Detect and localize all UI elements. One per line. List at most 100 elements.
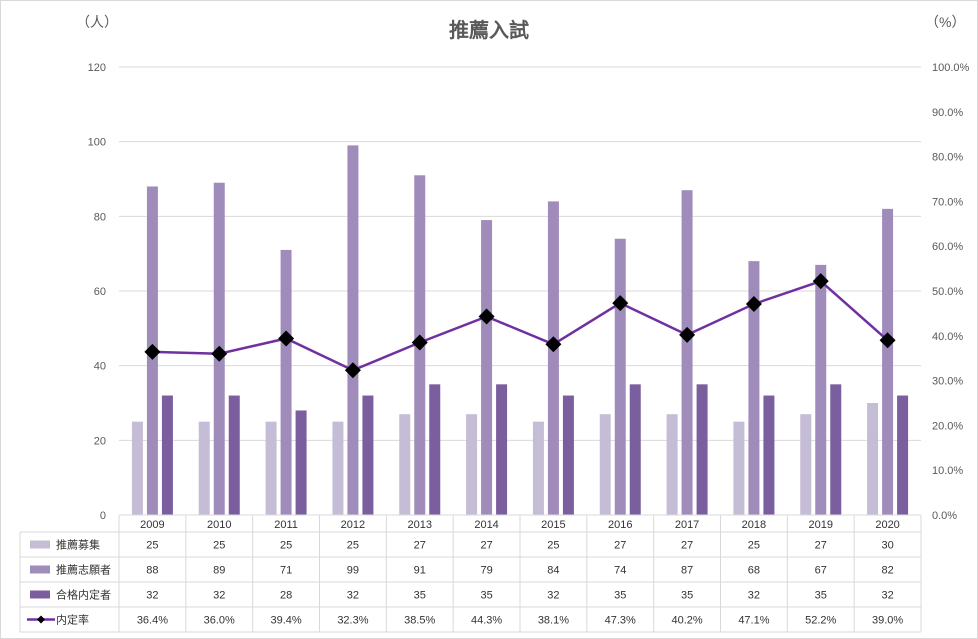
right-tick-label: 40.0% (932, 331, 963, 343)
table-value: 35 (480, 590, 492, 602)
legend-label-内定率: 内定率 (56, 613, 89, 627)
right-tick-label: 20.0% (932, 420, 963, 432)
left-tick-label: 40 (94, 361, 106, 373)
category-label: 2018 (742, 519, 766, 531)
bar-推薦志願者-2016 (614, 238, 626, 515)
table-value: 52.2% (805, 615, 836, 627)
category-label: 2017 (675, 519, 699, 531)
table-value: 71 (280, 565, 292, 577)
bar-推薦志願者-2014 (481, 220, 493, 516)
rate-point-2011 (278, 330, 295, 347)
rate-line-series (144, 273, 896, 379)
category-label: 2020 (875, 519, 899, 531)
table-value: 47.1% (738, 615, 769, 627)
right-tick-label: 10.0% (932, 465, 963, 477)
legend-swatch-合格内定者 (30, 590, 50, 599)
left-axis-ticks: 0 20 40 60 80 100 120 (88, 62, 106, 522)
bar-推薦募集-2019 (800, 414, 812, 515)
bar-合格内定者-2016 (629, 384, 641, 515)
table-value: 35 (614, 590, 626, 602)
bar-推薦募集-2011 (265, 421, 277, 515)
table-value: 79 (480, 565, 492, 577)
right-tick-label: 30.0% (932, 376, 963, 388)
rate-point-2016 (612, 295, 629, 312)
rate-point-2015 (545, 336, 562, 353)
bar-合格内定者-2013 (429, 384, 441, 515)
table-value: 32 (547, 590, 559, 602)
table-value: 27 (414, 540, 426, 552)
bar-推薦志願者-2017 (681, 190, 693, 515)
table-value: 67 (815, 565, 827, 577)
table-value: 99 (347, 565, 359, 577)
rate-point-2014 (478, 308, 495, 325)
bar-合格内定者-2010 (228, 395, 240, 515)
table-value: 74 (614, 565, 626, 577)
bar-推薦募集-2012 (332, 421, 344, 515)
bar-推薦募集-2014 (466, 414, 478, 515)
bar-推薦募集-2020 (867, 403, 879, 515)
bar-推薦募集-2013 (399, 414, 411, 515)
table-value: 47.3% (605, 615, 636, 627)
table-value: 27 (480, 540, 492, 552)
table-value: 88 (146, 565, 158, 577)
table-value: 40.2% (671, 615, 702, 627)
table-value: 36.4% (137, 615, 168, 627)
table-value: 36.0% (204, 615, 235, 627)
category-label: 2015 (541, 519, 565, 531)
rate-line (152, 279, 889, 372)
category-label: 2013 (408, 519, 432, 531)
table-value: 87 (681, 565, 693, 577)
bar-合格内定者-2020 (897, 395, 909, 515)
table-value: 82 (881, 565, 893, 577)
right-axis-ticks: 0.0% 10.0% 20.0% 30.0% 40.0% 50.0% 60.0% 70.0% 8… (932, 62, 970, 522)
rate-point-2012 (344, 362, 361, 379)
table-value: 25 (547, 540, 559, 552)
table-value: 38.5% (404, 615, 435, 627)
bar-合格内定者-2012 (362, 395, 374, 515)
bar-推薦志願者-2011 (280, 249, 292, 515)
table-value: 25 (146, 540, 158, 552)
bar-合格内定者-2011 (295, 410, 307, 515)
legend-label-合格内定者: 合格内定者 (56, 588, 111, 602)
table-value: 35 (681, 590, 693, 602)
bar-合格内定者-2014 (496, 384, 508, 515)
table-value: 38.1% (538, 615, 569, 627)
left-tick-label: 80 (94, 211, 106, 223)
left-tick-label: 0 (100, 510, 106, 522)
right-tick-label: 0.0% (932, 510, 957, 522)
table-value: 32 (748, 590, 760, 602)
rate-point-2020 (879, 332, 896, 349)
left-tick-label: 60 (94, 286, 106, 298)
right-tick-label: 60.0% (932, 241, 963, 253)
legend-label-推薦募集: 推薦募集 (56, 538, 100, 552)
bar-推薦募集-2009 (131, 421, 143, 515)
table-value: 27 (681, 540, 693, 552)
bar-合格内定者-2019 (830, 384, 842, 515)
bar-合格内定者-2015 (562, 395, 574, 515)
table-value: 68 (748, 565, 760, 577)
bar-合格内定者-2017 (696, 384, 708, 515)
bar-推薦志願者-2012 (347, 145, 359, 515)
table-value: 28 (280, 590, 292, 602)
table-value: 32 (347, 590, 359, 602)
bar-合格内定者-2018 (763, 395, 775, 515)
legend-swatch-推薦志願者 (30, 565, 50, 574)
table-value: 25 (347, 540, 359, 552)
bar-推薦志願者-2015 (547, 201, 559, 515)
bar-推薦志願者-2018 (748, 261, 760, 515)
bar-推薦募集-2016 (599, 414, 611, 515)
right-tick-label: 80.0% (932, 152, 963, 164)
table-value: 39.4% (270, 615, 301, 627)
data-table: 2009 2010 2011 2012 2013 2014 2015 2016 2017 2018… (19, 514, 922, 633)
table-value: 32 (213, 590, 225, 602)
right-tick-label: 70.0% (932, 196, 963, 208)
left-axis-unit: （人） (76, 14, 118, 30)
table-value: 32 (881, 590, 893, 602)
rate-point-2013 (411, 334, 428, 351)
right-axis-unit: （%） (925, 14, 965, 30)
table-value: 32.3% (337, 615, 368, 627)
table-value: 35 (815, 590, 827, 602)
chart-title: 推薦入試 (449, 18, 529, 42)
bar-推薦募集-2017 (666, 414, 678, 515)
